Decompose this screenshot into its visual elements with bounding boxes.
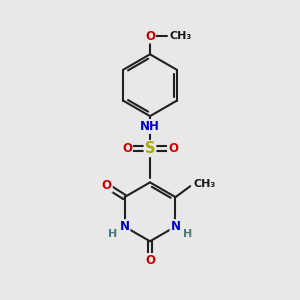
Text: NH: NH [140,120,160,133]
Text: CH₃: CH₃ [193,179,215,189]
Text: O: O [145,30,155,43]
Text: O: O [102,179,112,192]
Text: N: N [170,220,181,233]
Text: N: N [119,220,130,233]
Text: H: H [183,229,193,239]
Text: CH₃: CH₃ [170,31,192,41]
Text: S: S [145,141,155,156]
Text: O: O [122,142,132,155]
Text: H: H [107,229,117,239]
Text: O: O [145,254,155,267]
Text: O: O [168,142,178,155]
